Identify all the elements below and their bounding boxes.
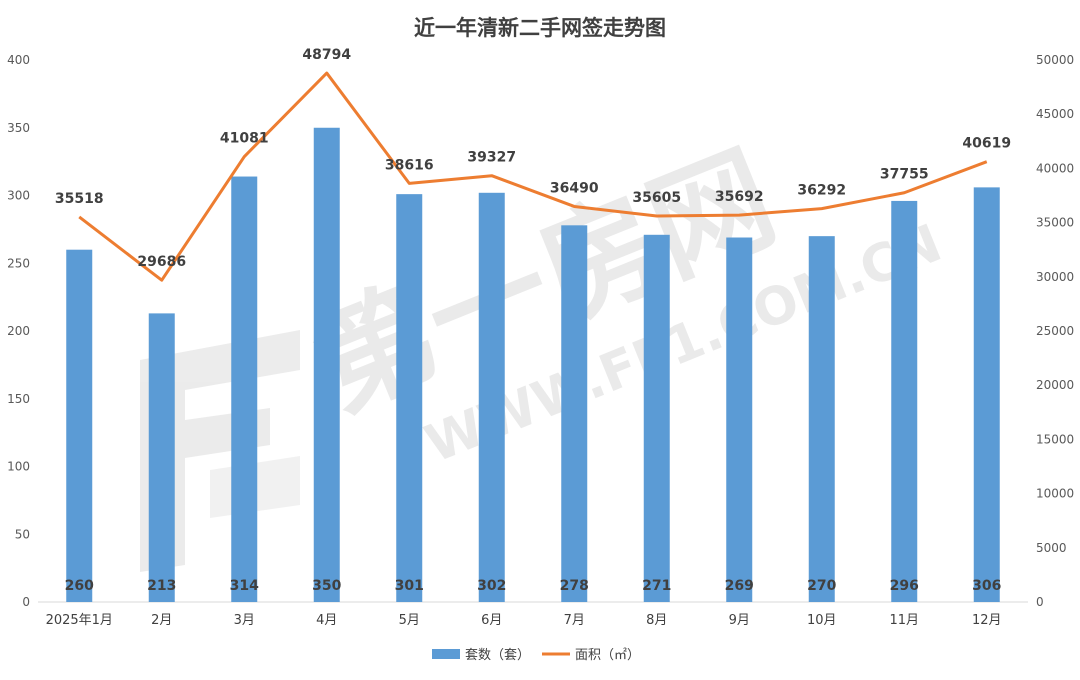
y-right-tick-label: 35000 [1036,216,1074,230]
line-data-label: 36292 [797,183,846,199]
bar-data-label: 314 [230,578,259,594]
x-tick-label: 8月 [646,613,667,628]
bar-data-label: 271 [642,578,671,594]
x-axis: 2025年1月 2月 3月 4月 5月 6月 7月 8月 9月 10月 11月 12月 [46,613,1002,628]
line-data-label: 39327 [467,150,516,166]
y-right-tick-label: 25000 [1036,324,1074,338]
bar [973,187,1000,602]
legend-bar-swatch [432,649,460,659]
bar-data-label: 260 [65,578,94,594]
y-left-tick-label: 300 [7,189,30,203]
y-right-tick-label: 30000 [1036,270,1074,284]
bar [148,313,175,602]
y-right-tick-label: 10000 [1036,487,1074,501]
y-axis-right: 0 5000 10000 15000 20000 25000 30000 35000 40000… [1036,53,1074,609]
y-left-tick-label: 250 [7,256,30,270]
line-series [78,71,988,282]
line-data-label: 35518 [55,191,104,207]
x-tick-label: 4月 [316,613,337,628]
x-tick-label: 2月 [151,613,172,628]
bar-data-label: 278 [560,578,589,594]
bar [478,192,505,603]
bar [396,194,423,602]
bar [66,249,93,602]
line-data-label: 41081 [220,131,269,147]
x-tick-label: 6月 [481,613,502,628]
line-data-labels: 35518 29686 41081 48794 38616 39327 36490 35605… [55,47,1011,270]
bar [231,176,258,602]
bar-data-labels: 260 213 314 350 301 302 278 271 269 270 296 306 [65,578,1002,594]
bar-data-label: 213 [147,578,176,594]
bar [726,237,753,602]
line-data-label: 35605 [632,190,681,206]
y-right-tick-label: 0 [1036,595,1044,609]
bar-data-label: 269 [725,578,754,594]
y-right-tick-label: 40000 [1036,161,1074,175]
x-tick-label: 2025年1月 [46,613,113,628]
bar [643,234,670,603]
x-tick-label: 3月 [234,613,255,628]
y-left-tick-label: 400 [7,53,30,67]
x-tick-label: 7月 [564,613,585,628]
legend: 套数（套） 面积（㎡） [432,647,640,663]
y-left-tick-label: 50 [15,527,30,541]
bar [561,225,588,602]
y-left-tick-label: 0 [22,595,30,609]
line-data-label: 37755 [880,167,929,183]
line-data-label: 48794 [302,47,351,63]
line-path [78,71,988,282]
bar [891,200,918,603]
legend-line-label: 面积（㎡） [575,648,640,663]
y-right-tick-label: 50000 [1036,53,1074,67]
line-data-label: 35692 [715,189,764,205]
line-data-label: 40619 [962,136,1011,152]
bar-data-label: 296 [890,578,919,594]
line-data-label: 38616 [385,157,434,173]
y-left-tick-label: 200 [7,324,30,338]
bar [313,127,340,602]
x-tick-label: 5月 [399,613,420,628]
y-left-tick-label: 100 [7,460,30,474]
x-tick-label: 11月 [889,613,919,628]
y-left-tick-label: 350 [7,121,30,135]
x-tick-label: 12月 [972,613,1002,628]
x-tick-label: 9月 [729,613,750,628]
y-right-tick-label: 20000 [1036,378,1074,392]
line-data-label: 29686 [137,254,186,270]
y-right-tick-label: 45000 [1036,107,1074,121]
line-data-label: 36490 [550,180,599,196]
legend-bar-label: 套数（套） [465,647,530,663]
y-right-tick-label: 15000 [1036,432,1074,446]
y-left-tick-label: 150 [7,392,30,406]
bar-data-label: 302 [477,578,506,594]
bar [808,236,835,602]
bar-data-label: 350 [312,578,341,594]
bar-data-label: 270 [807,578,836,594]
bar-series [66,127,1000,603]
x-tick-label: 10月 [807,613,837,628]
bar-data-label: 301 [395,578,424,594]
y-right-tick-label: 5000 [1036,541,1067,555]
chart-title: 近一年清新二手网签走势图 [414,16,666,40]
y-axis-left: 0 50 100 150 200 250 300 350 400 [7,53,30,609]
bar-data-label: 306 [972,578,1001,594]
